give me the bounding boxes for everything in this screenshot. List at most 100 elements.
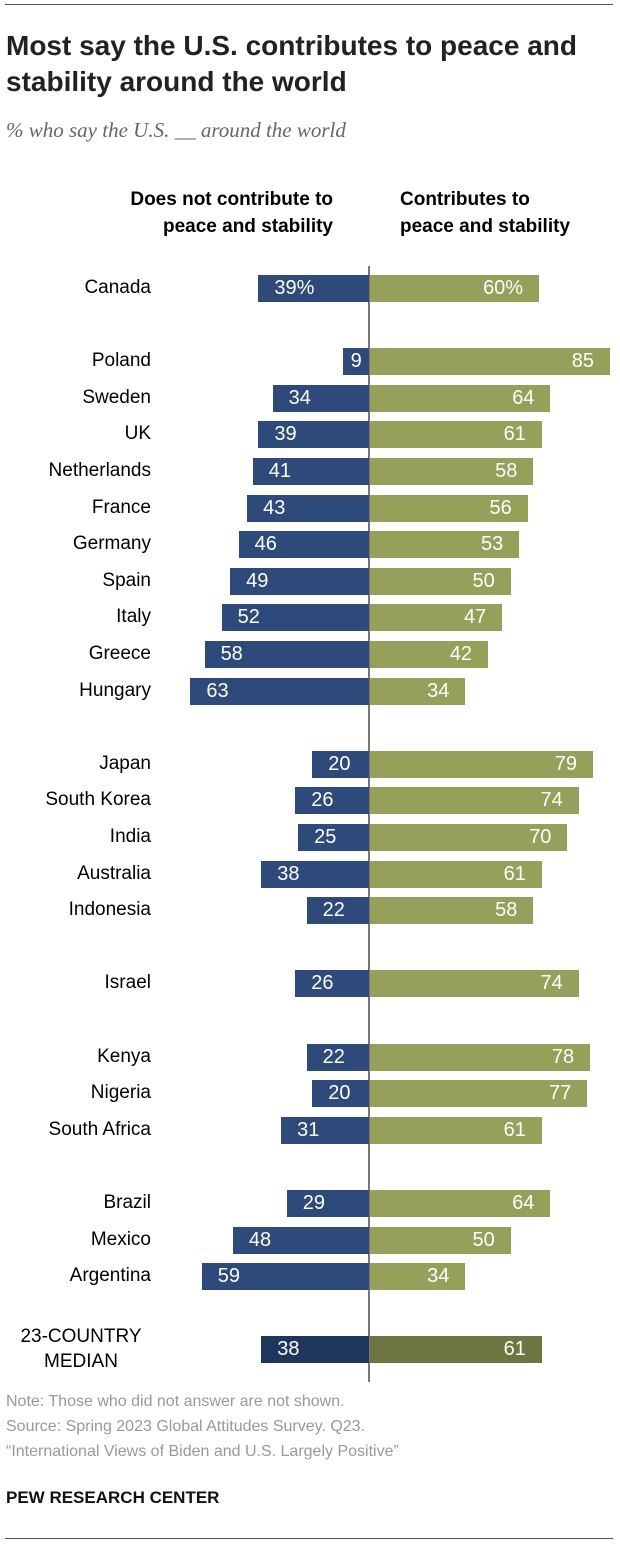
value-label-does-not-contribute: 63 [206,679,229,702]
bar-contributes: 34 [370,677,466,705]
row-label: Australia [77,862,151,884]
value-label-contributes: 34 [427,1265,450,1288]
bar-does-not-contribute: 22 [306,897,369,925]
value-label-does-not-contribute: 58 [220,643,243,665]
footer-report: “International Views of Biden and U.S. L… [6,1443,399,1460]
row-label: Japan [99,752,151,774]
value-label-does-not-contribute: 22 [322,899,345,922]
value-label-contributes: 79 [554,752,577,775]
bar-does-not-contribute: 39 [258,421,369,449]
bar-contributes: 58 [370,458,534,485]
row-label: Hungary [79,679,151,701]
row-label: Indonesia [68,899,151,921]
bar-does-not-contribute: 25 [298,824,369,851]
zero-axis [368,266,370,1382]
value-label-contributes: 61 [503,423,526,446]
value-label-contributes: 61 [503,1118,526,1141]
legend-does-not-contribute: Does not contribute to peace and stabili… [130,189,333,237]
bar-contributes: 74 [370,970,579,998]
value-label-does-not-contribute: 22 [322,1045,345,1068]
row-label: Germany [72,533,151,555]
bottom-rule [5,1538,613,1539]
bar-does-not-contribute: 22 [306,1043,369,1071]
bar-does-not-contribute: 26 [295,787,369,815]
bar-contributes: 70 [370,824,568,851]
value-label-does-not-contribute: 9 [350,350,362,373]
value-label-does-not-contribute: 48 [248,1228,272,1251]
value-label-does-not-contribute: 20 [328,1082,351,1105]
bar-contributes: 61 [370,1336,542,1364]
value-label-does-not-contribute: 43 [263,496,286,519]
bar-contributes: 64 [370,1190,551,1217]
value-label-contributes: 61 [503,1338,526,1361]
value-label-contributes: 74 [540,789,563,812]
value-label-contributes: 50 [472,1228,495,1251]
bar-does-not-contribute: 9 [343,348,369,376]
bar-does-not-contribute: 38 [261,1336,369,1364]
value-label-does-not-contribute: 34 [288,386,311,409]
value-label-does-not-contribute: 20 [328,752,351,775]
value-label-contributes: 53 [481,533,504,556]
bar-does-not-contribute: 39% [258,275,369,302]
row-label: Mexico [90,1228,151,1250]
value-label-does-not-contribute: 39% [274,277,315,299]
bar-contributes: 79 [370,750,593,778]
bar-contributes: 61 [370,1116,542,1144]
row-label: Greece [88,643,151,664]
value-label-does-not-contribute: 25 [314,826,337,848]
value-label-does-not-contribute: 41 [268,460,291,482]
value-label-does-not-contribute: 39 [274,423,297,446]
value-label-contributes: 47 [463,606,487,629]
bar-contributes: 50 [370,567,511,595]
bar-contributes: 60% [370,275,540,302]
value-label-does-not-contribute: 26 [311,972,334,995]
value-label-does-not-contribute: 38 [277,1338,300,1361]
row-label: France [91,496,151,518]
bar-contributes: 34 [370,1263,466,1291]
bar-does-not-contribute: 43 [247,494,369,522]
bar-contributes: 42 [370,641,489,668]
bar-does-not-contribute: 46 [238,531,369,559]
footer-source: Source: Spring 2023 Global Attitudes Sur… [6,1418,366,1435]
bar-does-not-contribute: 20 [312,750,369,778]
bar-contributes: 78 [370,1043,591,1071]
value-label-contributes: 60% [483,277,524,299]
row-label: Israel [104,972,151,994]
bar-contributes: 61 [370,421,542,449]
bar-does-not-contribute: 34 [272,384,369,412]
footer-note: Note: Those who did not answer are not s… [6,1393,345,1410]
row-label: Spain [102,569,151,591]
chart-title: Most say the U.S. contributes to peace a… [6,30,578,97]
row-label: Sweden [82,386,151,408]
value-label-contributes: 61 [503,862,526,885]
value-label-contributes: 34 [427,679,450,702]
bar-does-not-contribute: 63 [190,677,369,705]
bar-does-not-contribute: 31 [281,1116,369,1144]
value-label-contributes: 74 [540,972,563,995]
bar-contributes: 85 [370,348,610,376]
chart-subtitle: % who say the U.S. __ around the world [6,118,346,142]
row-label: UK [124,423,151,445]
row-label: Brazil [103,1192,151,1213]
bar-contributes: 58 [370,897,534,925]
bar-contributes: 53 [370,531,520,559]
row-label: Nigeria [90,1082,151,1104]
bar-does-not-contribute: 52 [221,604,369,632]
value-label-does-not-contribute: 52 [237,606,260,629]
value-label-contributes: 56 [489,496,512,519]
value-label-contributes: 58 [495,460,518,482]
row-label: Poland [91,350,151,372]
bar-does-not-contribute: 26 [295,970,369,998]
value-label-does-not-contribute: 59 [217,1265,240,1288]
row-label: Canada [84,277,151,298]
value-label-does-not-contribute: 49 [246,569,269,592]
value-label-contributes: 85 [571,350,594,373]
bar-contributes: 64 [370,384,551,412]
value-label-does-not-contribute: 31 [297,1118,320,1141]
row-label: Argentina [69,1265,151,1287]
pew-logo-text: PEW RESEARCH CENTER [6,1488,220,1507]
row-label: 23-COUNTRY MEDIAN [20,1326,142,1373]
bar-does-not-contribute: 48 [232,1226,369,1254]
bar-does-not-contribute: 49 [230,567,369,595]
bar-contributes: 77 [370,1080,588,1108]
